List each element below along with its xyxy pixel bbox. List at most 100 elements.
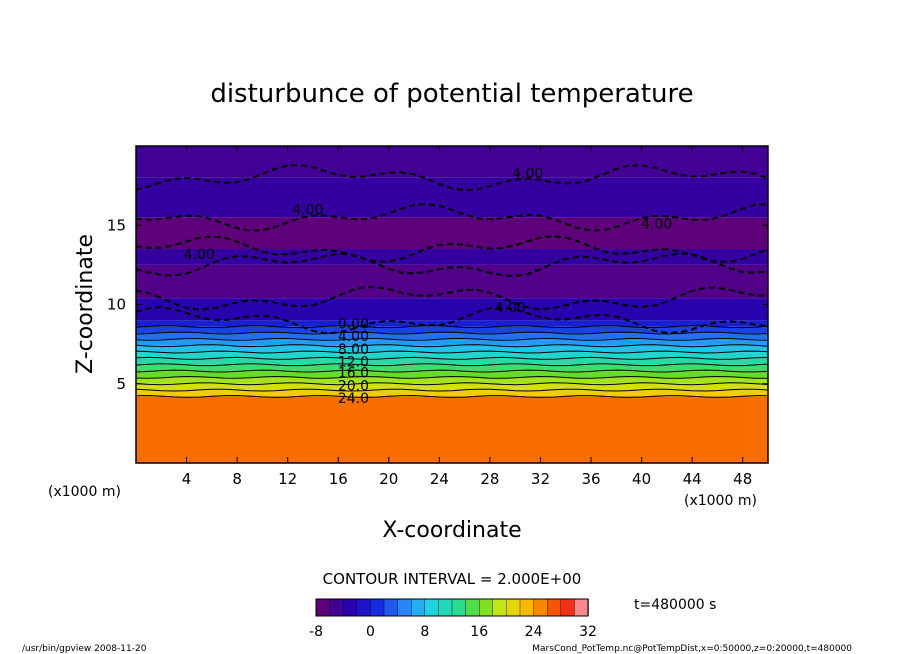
colorbar-swatch (343, 598, 358, 617)
contour-label: 16.0 (338, 366, 369, 382)
colorbar-swatch (383, 598, 399, 617)
x-tick-label: 48 (733, 470, 752, 488)
heatmap-band (136, 177, 768, 218)
contour-line (135, 363, 769, 367)
contour-line (135, 325, 769, 329)
x-tick-label: 28 (480, 470, 499, 488)
contour-line (135, 286, 769, 311)
x-tick-label: 32 (531, 470, 550, 488)
x-tick-label: 20 (379, 470, 398, 488)
plot-area (136, 146, 768, 463)
time-label: t=480000 s (634, 597, 716, 613)
heatmap-band (136, 339, 768, 346)
x-tick-label: 36 (581, 470, 600, 488)
colorbar-swatch (411, 598, 426, 617)
colorbar-swatch (424, 598, 440, 617)
colorbar-swatch (560, 598, 576, 617)
contour-line (135, 234, 769, 263)
contour-line (135, 337, 769, 341)
x-tick-label: 12 (278, 470, 297, 488)
x-tick-label: 44 (683, 470, 702, 488)
contour-interval-text: CONTOUR INTERVAL = 2.000E+00 (323, 570, 582, 588)
contour-line (135, 163, 769, 192)
colorbar-swatch (451, 598, 467, 617)
colorbar-tick-label: 16 (470, 624, 488, 640)
x-ticks: 4 8 12 16 20 24 28 32 36 40 44 48 (182, 146, 752, 488)
heatmap-band (136, 396, 768, 463)
heatmap-band (136, 320, 768, 327)
heatmap-band (136, 352, 768, 359)
colorbar-swatch (356, 598, 372, 617)
heatmap-band (136, 364, 768, 372)
contour-line (135, 394, 768, 398)
contour-line (135, 356, 769, 360)
y-axis-label: Z-coordinate (73, 234, 98, 374)
x-tick-label: 16 (329, 470, 348, 488)
x-axis-label: X-coordinate (382, 518, 521, 543)
contour-labels: 4.004.004.004.004.000.004.008.0012.016.0… (184, 166, 673, 407)
colorbar-swatch (519, 598, 535, 617)
contour-lines (135, 163, 769, 398)
contour-label: 4.00 (641, 217, 672, 233)
heatmap-band (136, 345, 768, 353)
contour-line (135, 375, 769, 379)
colorbar-tick-label: 32 (579, 624, 597, 640)
y-tick-label: 15 (107, 216, 126, 234)
colorbar-swatch (397, 598, 412, 617)
heatmap-band (136, 377, 768, 384)
x-tick-label: 4 (182, 470, 192, 488)
contour-label: 4.00 (338, 329, 369, 345)
contour-line (135, 350, 769, 354)
footer-left: /usr/bin/gpview 2008-11-20 (22, 644, 147, 654)
contour-line (135, 306, 769, 335)
colorbar-swatch (479, 598, 494, 617)
colorbar-swatch (438, 598, 453, 617)
contour-line (135, 382, 769, 386)
contour-label: 4.00 (512, 166, 543, 182)
y-tick-label: 5 (116, 375, 126, 393)
contour-line (135, 369, 769, 373)
contour-label: 8.00 (338, 342, 369, 358)
colorbar-swatch (329, 598, 344, 617)
colorbar-swatch (574, 598, 589, 617)
colorbar-tick-label: -8 (309, 624, 323, 640)
footer-right: MarsCond_PotTemp.nc@PotTempDist,x=0:5000… (532, 644, 852, 654)
heatmap-band (136, 249, 768, 265)
x-tick-label: 8 (232, 470, 242, 488)
contour-line (135, 331, 769, 335)
colorbar-swatch (533, 598, 548, 617)
colorbar-swatch (370, 598, 385, 617)
contour-line (135, 344, 769, 348)
contour-line (135, 388, 769, 392)
colorbar-swatch (465, 598, 480, 617)
heatmap-band (136, 390, 768, 397)
heatmap-band (136, 358, 768, 365)
heatmap-band (136, 298, 768, 321)
y-ticks: 5 10 15 (107, 216, 768, 393)
contour-label: 24.0 (338, 391, 369, 407)
contour-line (135, 202, 769, 232)
contour-label: 12.0 (338, 355, 369, 371)
colorbar (315, 598, 589, 617)
x-tick-label: 24 (430, 470, 449, 488)
x-unit-right: (x1000 m) (684, 493, 757, 509)
heatmap-band (136, 383, 768, 391)
contour-line (135, 252, 769, 278)
colorbar-tick-label: 24 (525, 624, 543, 640)
colorbar-swatch (506, 598, 521, 617)
colorbar-tick-label: 8 (420, 624, 429, 640)
heatmap-band (136, 326, 768, 334)
colorbar-swatch (547, 598, 562, 617)
contour-label: 4.00 (184, 247, 215, 263)
heatmap-band (136, 333, 768, 340)
chart-title: disturbunce of potential temperature (210, 79, 693, 109)
contour-label: 4.00 (292, 202, 323, 218)
y-tick-label: 10 (107, 296, 126, 314)
x-tick-label: 40 (632, 470, 651, 488)
colorbar-swatch (492, 598, 508, 617)
heatmap-band (136, 264, 768, 299)
heatmap-band (136, 371, 768, 378)
colorbar-tick-label: 0 (366, 624, 375, 640)
contour-label: 4.00 (495, 301, 526, 317)
